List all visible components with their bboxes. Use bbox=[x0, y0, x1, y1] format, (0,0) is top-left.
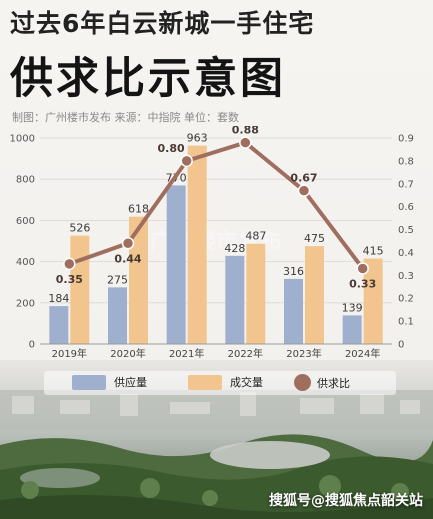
y-right-tick-label: 0.1 bbox=[398, 317, 414, 328]
ratio-point bbox=[63, 257, 76, 271]
y-right-tick-label: 0 bbox=[398, 340, 404, 351]
bar-label-deals: 487 bbox=[245, 230, 266, 243]
x-tick-label: 2024年 bbox=[345, 347, 380, 360]
ratio-label: 0.80 bbox=[158, 142, 185, 155]
ratio-point bbox=[239, 136, 252, 149]
title-line-1: 过去6年白云新城一手住宅 bbox=[10, 9, 315, 38]
title-line-2: 供求比示意图 bbox=[10, 54, 286, 104]
bar-label-supply: 184 bbox=[48, 292, 69, 305]
gridlines bbox=[40, 137, 392, 345]
bar-supply bbox=[49, 306, 69, 344]
bar-label-supply: 139 bbox=[342, 301, 363, 314]
y-left-tick-label: 200 bbox=[16, 298, 35, 309]
y-right-tick-label: 0.5 bbox=[398, 225, 414, 236]
bar-deals bbox=[305, 246, 324, 344]
y-left-tick-label: 1000 bbox=[10, 134, 35, 145]
bar-label-deals: 475 bbox=[304, 232, 325, 245]
legend-item-deals: 成交量 bbox=[188, 374, 263, 390]
ratio-point bbox=[180, 154, 193, 168]
ratio-point bbox=[297, 184, 311, 197]
ratio-label: 0.44 bbox=[114, 252, 141, 265]
y-right-tick-label: 0.4 bbox=[398, 248, 414, 259]
legend-item-supply: 供应量 bbox=[72, 374, 147, 390]
bar-label-supply: 275 bbox=[107, 273, 128, 286]
x-tick-label: 2019年 bbox=[52, 347, 87, 360]
bar-supply bbox=[342, 315, 362, 344]
y-left-tick-label: 400 bbox=[16, 257, 35, 268]
ratio-label: 0.88 bbox=[232, 126, 259, 137]
ratio-point bbox=[356, 262, 369, 275]
bar-deals bbox=[246, 243, 266, 344]
legend-label-deals: 成交量 bbox=[230, 376, 263, 389]
bar-supply bbox=[225, 255, 245, 344]
axes: 0 200 400 600 800 1000 0 0.1 0.2 0.3 0.4 0.5 0.6 0.7 0… bbox=[10, 134, 414, 361]
ratio-line: 0.35 0.44 0.80 0.88 0.67 0.33 bbox=[56, 126, 376, 290]
x-tick-label: 2020年 bbox=[110, 347, 145, 360]
legend-label-ratio: 供求比 bbox=[317, 376, 350, 390]
bar-deals bbox=[129, 216, 148, 344]
bar-label-supply: 316 bbox=[283, 265, 304, 278]
bar-label-deals: 618 bbox=[128, 203, 149, 216]
legend-swatch-ratio bbox=[294, 374, 311, 391]
footer-watermark: 搜狐号@搜狐焦点韶关站 bbox=[269, 493, 423, 509]
ratio-line-path bbox=[68, 140, 365, 270]
y-right-tick-label: 0.2 bbox=[398, 294, 414, 305]
bar-deals bbox=[363, 258, 383, 344]
supply-demand-chart: 广州楼市发布 184526275618770963428487316475139… bbox=[10, 126, 414, 361]
bar-label-deals: 526 bbox=[69, 222, 90, 235]
y-right-tick-label: 0.9 bbox=[398, 134, 414, 145]
x-tick-label: 2022年 bbox=[228, 347, 263, 360]
bar-supply bbox=[284, 278, 303, 344]
bar-label-supply: 428 bbox=[224, 242, 245, 255]
y-left-tick-label: 600 bbox=[16, 216, 35, 227]
ratio-label: 0.67 bbox=[290, 172, 317, 185]
ratio-label: 0.33 bbox=[349, 277, 376, 290]
bar-supply bbox=[108, 287, 127, 344]
legend-swatch-deals bbox=[188, 374, 222, 390]
legend-label-supply: 供应量 bbox=[114, 376, 147, 389]
bar-supply bbox=[166, 185, 186, 344]
legend-item-ratio: 供求比 bbox=[294, 374, 350, 391]
x-tick-label: 2021年 bbox=[169, 347, 204, 360]
y-left-tick-label: 0 bbox=[29, 340, 35, 351]
bar-deals bbox=[70, 235, 90, 344]
ratio-point bbox=[121, 237, 135, 250]
ratio-label: 0.35 bbox=[56, 273, 83, 286]
bar-label-deals: 415 bbox=[363, 245, 384, 258]
y-left-tick-label: 800 bbox=[16, 175, 35, 186]
y-right-tick-label: 0.7 bbox=[398, 179, 414, 190]
source-note: 制图：广州楼市发布 来源：中指院 单位：套数 bbox=[12, 111, 239, 124]
y-right-tick-label: 0.3 bbox=[398, 271, 414, 282]
x-tick-label: 2023年 bbox=[286, 347, 321, 360]
bar-deals bbox=[187, 145, 207, 344]
y-right-tick-label: 0.6 bbox=[398, 202, 414, 213]
legend-swatch-supply bbox=[72, 374, 106, 390]
y-right-tick-label: 0.8 bbox=[398, 156, 414, 167]
bar-label-deals: 963 bbox=[187, 132, 208, 145]
